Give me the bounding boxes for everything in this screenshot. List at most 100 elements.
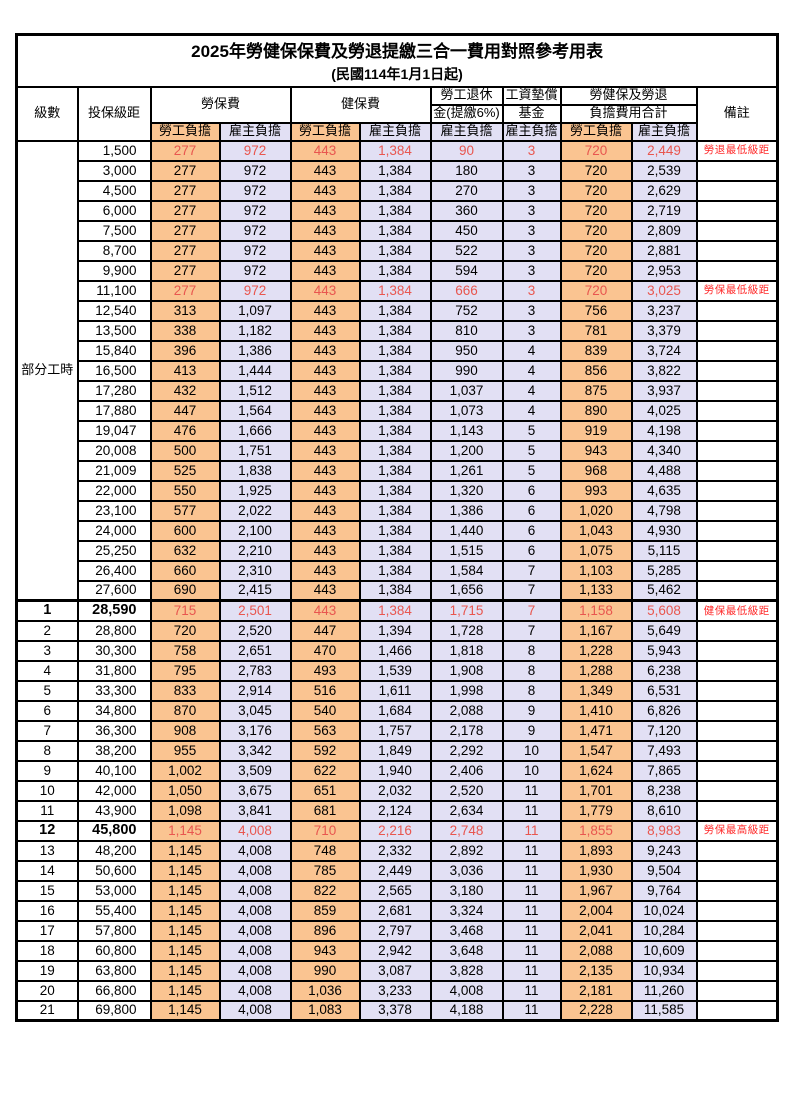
value-cell: 781 <box>559 319 633 342</box>
bracket-cell: 57,800 <box>76 919 152 942</box>
value-cell: 10 <box>501 739 562 762</box>
note-cell <box>695 719 779 742</box>
value-cell: 5,608 <box>630 599 698 622</box>
value-cell: 1,145 <box>149 879 221 902</box>
value-cell: 2,783 <box>218 659 292 682</box>
value-cell: 1,145 <box>149 819 221 842</box>
value-cell: 5 <box>501 439 562 462</box>
bracket-cell: 34,800 <box>76 699 152 722</box>
subheader-health-employee: 勞工負擔 <box>289 121 361 142</box>
note-cell <box>695 239 779 262</box>
value-cell: 2,565 <box>358 879 432 902</box>
note-cell <box>695 259 779 282</box>
bracket-cell: 25,250 <box>76 539 152 562</box>
value-cell: 1,020 <box>559 499 633 522</box>
bracket-cell: 17,280 <box>76 379 152 402</box>
value-cell: 955 <box>149 739 221 762</box>
bracket-cell: 7,500 <box>76 219 152 242</box>
value-cell: 1,471 <box>559 719 633 742</box>
bracket-cell: 42,000 <box>76 779 152 802</box>
value-cell: 2,310 <box>218 559 292 582</box>
value-cell: 4,008 <box>218 959 292 982</box>
value-cell: 313 <box>149 299 221 322</box>
bracket-cell: 48,200 <box>76 839 152 862</box>
value-cell: 1,384 <box>358 139 432 162</box>
value-cell: 2,332 <box>358 839 432 862</box>
bracket-cell: 22,000 <box>76 479 152 502</box>
value-cell: 972 <box>218 239 292 262</box>
value-cell: 5,285 <box>630 559 698 582</box>
value-cell: 859 <box>289 899 361 922</box>
value-cell: 8 <box>501 679 562 702</box>
value-cell: 1,998 <box>429 679 504 702</box>
value-cell: 2,914 <box>218 679 292 702</box>
note-cell <box>695 299 779 322</box>
value-cell: 1,228 <box>559 639 633 662</box>
value-cell: 4 <box>501 399 562 422</box>
table-row: 22,000 550 1,925 443 1,384 1,320 6 993 4,635 <box>17 479 779 502</box>
value-cell: 2,032 <box>358 779 432 802</box>
value-cell: 3,675 <box>218 779 292 802</box>
value-cell: 11 <box>501 919 562 942</box>
value-cell: 756 <box>559 299 633 322</box>
bracket-cell: 53,000 <box>76 879 152 902</box>
note-cell <box>695 899 779 922</box>
note-cell <box>695 999 779 1022</box>
value-cell: 450 <box>429 219 504 242</box>
value-cell: 875 <box>559 379 633 402</box>
value-cell: 2,216 <box>358 819 432 842</box>
value-cell: 1,384 <box>358 179 432 202</box>
table-subtitle: (民國114年1月1日起) <box>331 65 463 82</box>
value-cell: 525 <box>149 459 221 482</box>
value-cell: 1,384 <box>358 579 432 602</box>
value-cell: 972 <box>218 139 292 162</box>
value-cell: 993 <box>559 479 633 502</box>
value-cell: 1,410 <box>559 699 633 722</box>
value-cell: 2,449 <box>630 139 698 162</box>
value-cell: 3,237 <box>630 299 698 322</box>
value-cell: 1,182 <box>218 319 292 342</box>
value-cell: 1,384 <box>358 419 432 442</box>
value-cell: 1,143 <box>429 419 504 442</box>
value-cell: 632 <box>149 539 221 562</box>
value-cell: 9,243 <box>630 839 698 862</box>
value-cell: 500 <box>149 439 221 462</box>
note-cell <box>695 739 779 762</box>
value-cell: 594 <box>429 259 504 282</box>
value-cell: 1,145 <box>149 919 221 942</box>
value-cell: 443 <box>289 379 361 402</box>
value-cell: 1,384 <box>358 259 432 282</box>
value-cell: 1,779 <box>559 799 633 822</box>
bracket-cell: 24,000 <box>76 519 152 542</box>
value-cell: 1,384 <box>358 479 432 502</box>
value-cell: 2,942 <box>358 939 432 962</box>
value-cell: 1,444 <box>218 359 292 382</box>
value-cell: 11,585 <box>630 999 698 1022</box>
level-cell: 21 <box>15 999 79 1022</box>
value-cell: 443 <box>289 339 361 362</box>
bracket-cell: 28,590 <box>76 599 152 622</box>
value-cell: 4,008 <box>218 839 292 862</box>
level-cell: 10 <box>15 779 79 802</box>
value-cell: 720 <box>559 239 633 262</box>
value-cell: 1,133 <box>559 579 633 602</box>
bracket-cell: 20,008 <box>76 439 152 462</box>
bracket-cell: 16,500 <box>76 359 152 382</box>
table-row: 8 38,200 955 3,342 592 1,849 2,292 10 1,547 7,493 <box>15 739 779 762</box>
value-cell: 990 <box>429 359 504 382</box>
value-cell: 2,797 <box>358 919 432 942</box>
value-cell: 4,198 <box>630 419 698 442</box>
value-cell: 443 <box>289 599 361 622</box>
value-cell: 1,384 <box>358 199 432 222</box>
note-cell <box>695 339 779 362</box>
bracket-cell: 3,000 <box>76 159 152 182</box>
value-cell: 3 <box>501 199 562 222</box>
value-cell: 3 <box>501 179 562 202</box>
col-header-pension-line1: 勞工退休 <box>429 85 504 106</box>
value-cell: 972 <box>218 219 292 242</box>
bracket-cell: 45,800 <box>76 819 152 842</box>
value-cell: 1,384 <box>358 279 432 302</box>
value-cell: 720 <box>559 159 633 182</box>
value-cell: 7 <box>501 599 562 622</box>
value-cell: 1,386 <box>218 339 292 362</box>
